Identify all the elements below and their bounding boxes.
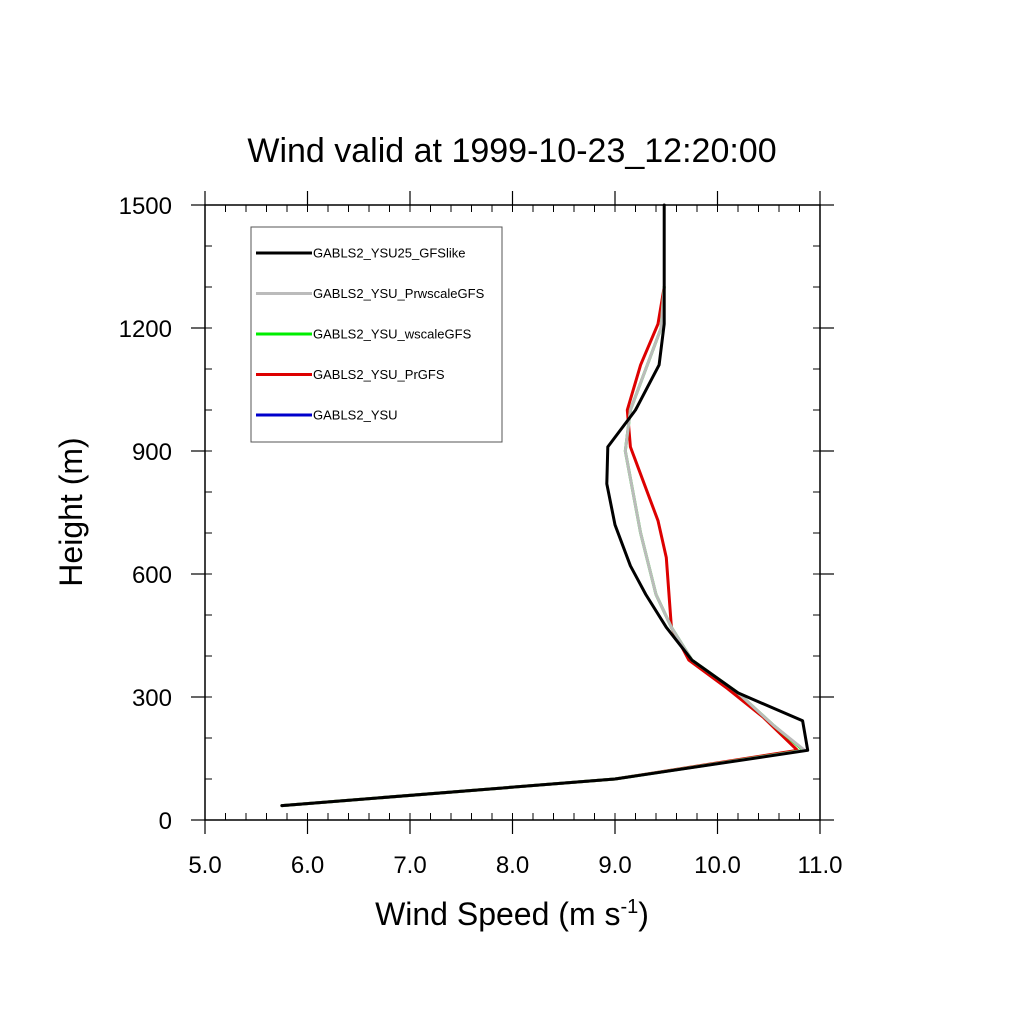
legend-label: GABLS2_YSU bbox=[313, 408, 398, 423]
x-tick-labels: 5.0 6.0 7.0 8.0 9.0 10.0 11.0 bbox=[188, 852, 842, 879]
minor-ticks bbox=[204, 204, 821, 821]
x-axis-label-main: Wind Speed (m s bbox=[375, 896, 620, 932]
legend: GABLS2_YSU25_GFSlike GABLS2_YSU_PrwscaleG… bbox=[250, 226, 503, 443]
x-tick-label: 10.0 bbox=[694, 852, 741, 879]
x-tick-label: 9.0 bbox=[598, 852, 631, 879]
y-tick-label: 300 bbox=[132, 685, 172, 712]
legend-label: GABLS2_YSU_PrwscaleGFS bbox=[313, 286, 485, 301]
y-tick-label: 0 bbox=[159, 808, 172, 835]
x-axis-label-superscript: -1 bbox=[620, 896, 638, 918]
series-line-GABLS2_YSU25_GFSlike bbox=[280, 203, 810, 808]
x-tick-label: 8.0 bbox=[496, 852, 529, 879]
legend-label: GABLS2_YSU_PrGFS bbox=[313, 367, 445, 382]
chart-title: Wind valid at 1999-10-23_12:20:00 bbox=[247, 132, 776, 170]
x-tick-label: 11.0 bbox=[798, 852, 843, 879]
major-ticks bbox=[191, 191, 834, 834]
series-line-GABLS2_YSU_PrGFS bbox=[280, 285, 799, 808]
y-tick-label: 600 bbox=[132, 562, 172, 589]
x-axis-label: Wind Speed (m s-1) bbox=[375, 896, 649, 932]
y-tick-label: 1200 bbox=[119, 316, 172, 343]
y-tick-labels: 0 300 600 900 1200 1500 bbox=[119, 193, 172, 835]
x-axis-label-suffix: ) bbox=[638, 896, 649, 932]
x-tick-label: 7.0 bbox=[393, 852, 426, 879]
legend-label: GABLS2_YSU25_GFSlike bbox=[313, 246, 465, 261]
series-line-GABLS2_YSU_PrwscaleGFS bbox=[280, 285, 807, 808]
y-axis-label: Height (m) bbox=[53, 437, 89, 586]
x-tick-label: 5.0 bbox=[188, 852, 221, 879]
x-tick-label: 6.0 bbox=[291, 852, 324, 879]
y-tick-label: 1500 bbox=[119, 193, 172, 220]
legend-items: GABLS2_YSU25_GFSlike GABLS2_YSU_PrwscaleG… bbox=[256, 246, 485, 423]
legend-label: GABLS2_YSU_wscaleGFS bbox=[313, 327, 472, 342]
series-lines bbox=[280, 203, 810, 808]
y-tick-label: 900 bbox=[132, 439, 172, 466]
